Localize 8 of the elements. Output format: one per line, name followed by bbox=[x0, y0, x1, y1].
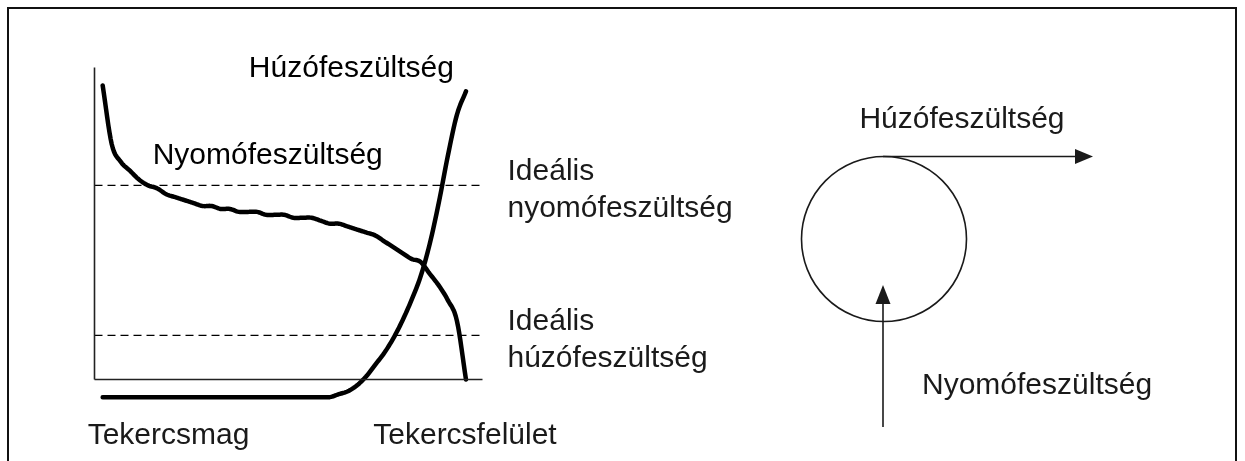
series-label: Húzófeszültség bbox=[248, 49, 454, 83]
ref-line-label: Ideális nyomófeszültség bbox=[507, 153, 733, 224]
text: Nyomófeszültség bbox=[922, 367, 1153, 400]
text: Húzófeszültség bbox=[859, 101, 1065, 134]
text: Tekercsmag bbox=[87, 417, 250, 450]
ref-line-label: Ideális húzófeszültség bbox=[507, 303, 708, 374]
text: Tekercsfelület bbox=[373, 417, 558, 450]
series-label: Nyomófeszültség bbox=[152, 136, 383, 170]
